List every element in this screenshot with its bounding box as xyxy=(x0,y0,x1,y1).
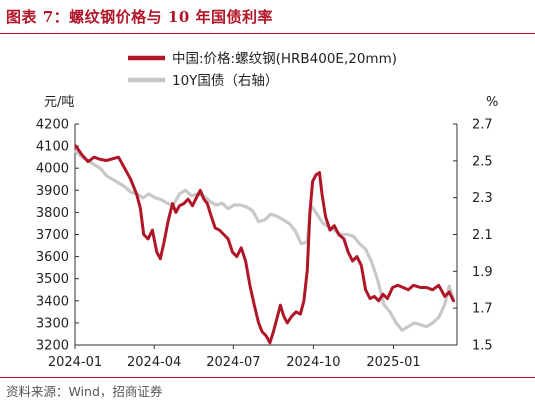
left-tick-label: 4200 xyxy=(36,118,69,133)
x-tick-label: 2024-10 xyxy=(286,355,340,370)
x-tick-label: 2024-04 xyxy=(127,355,181,370)
x-tick-label: 2025-01 xyxy=(366,355,420,370)
series-line-10y-bond xyxy=(74,150,456,332)
x-tick-label: 2024-07 xyxy=(206,355,260,370)
left-tick-label: 3900 xyxy=(36,184,69,199)
legend-label-rebar: 中国:价格:螺纹钢(HRB400E,20mm) xyxy=(172,51,397,67)
right-tick-label: 2.7 xyxy=(472,118,493,133)
left-tick-label: 3700 xyxy=(36,228,69,243)
left-tick-label: 3600 xyxy=(36,250,69,265)
axes: 3200 3300 3400 3500 3600 3700 3800 3900 4000 4100… xyxy=(36,118,493,371)
left-tick-label: 3500 xyxy=(36,272,69,287)
legend-label-bond: 10Y国债（右轴） xyxy=(172,73,278,89)
right-tick-label: 1.7 xyxy=(472,302,493,317)
legend: 中国:价格:螺纹钢(HRB400E,20mm) 10Y国债（右轴） xyxy=(128,51,397,89)
left-tick-label: 3400 xyxy=(36,294,69,309)
left-tick-label: 4100 xyxy=(36,140,69,155)
source-rule xyxy=(0,377,535,378)
x-tick-label: 2024-01 xyxy=(48,355,102,370)
left-tick-label: 3800 xyxy=(36,206,69,221)
title-rule xyxy=(0,33,535,34)
left-tick-label: 3300 xyxy=(36,316,69,331)
right-axis-unit: % xyxy=(486,95,498,110)
series-layer xyxy=(74,144,456,345)
series-line-rebar-price xyxy=(74,144,455,345)
left-tick-label: 4000 xyxy=(36,162,69,177)
right-tick-label: 1.5 xyxy=(472,339,493,354)
right-tick-label: 2.3 xyxy=(472,191,493,206)
left-tick-label: 3200 xyxy=(36,339,69,354)
right-tick-label: 1.9 xyxy=(472,265,493,280)
right-tick-label: 2.5 xyxy=(472,154,493,169)
right-tick-label: 2.1 xyxy=(472,228,493,243)
figure-title: 图表 7：螺纹钢价格与 10 年国债利率 xyxy=(6,8,273,26)
source-note: 资料来源：Wind，招商证券 xyxy=(6,384,163,399)
left-axis-unit: 元/吨 xyxy=(44,95,74,110)
